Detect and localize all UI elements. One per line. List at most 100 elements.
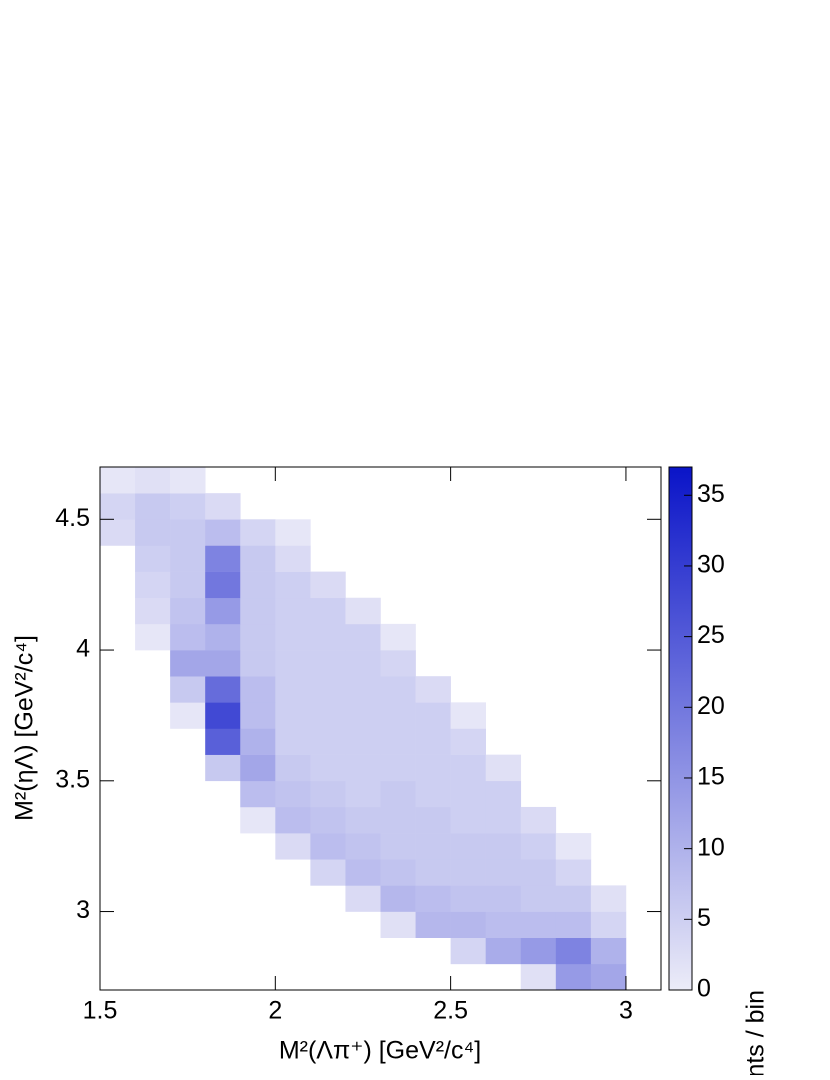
bin (451, 598, 486, 624)
bin (556, 598, 591, 624)
bin (240, 754, 276, 782)
bin (135, 519, 171, 546)
bin (486, 572, 521, 598)
bin (170, 912, 205, 938)
bin (100, 833, 135, 859)
bin (135, 676, 170, 702)
bin (135, 571, 171, 599)
bin (240, 519, 276, 546)
bin (100, 964, 135, 990)
bin (205, 807, 240, 833)
bin (556, 467, 591, 493)
bin (345, 493, 380, 519)
bin (416, 650, 451, 676)
bin (485, 885, 522, 912)
bin (486, 964, 521, 990)
bin (310, 859, 346, 886)
bin (205, 912, 240, 938)
bin (486, 624, 521, 650)
bin (591, 493, 626, 519)
bin (521, 650, 556, 676)
bin (310, 702, 346, 729)
bin (485, 806, 522, 834)
bin (310, 780, 346, 808)
bin (310, 754, 346, 782)
bin (240, 806, 276, 834)
bin (450, 937, 486, 965)
bin (380, 676, 416, 703)
bin (100, 702, 135, 728)
bin (380, 728, 416, 755)
bin (521, 519, 556, 545)
bin (380, 859, 416, 886)
x-tick-label: 2 (268, 997, 282, 1025)
z-tick-label: 5 (697, 904, 711, 932)
bin (485, 833, 522, 860)
bin (556, 781, 591, 807)
bin (135, 597, 171, 625)
bin (450, 754, 486, 782)
bin (416, 467, 451, 493)
bin (310, 964, 345, 990)
bin (310, 623, 346, 651)
bin (100, 912, 135, 938)
bin (310, 519, 345, 545)
bin (275, 493, 310, 519)
bin (626, 650, 661, 676)
bin (415, 702, 451, 729)
bin (240, 728, 276, 755)
color-bar (668, 466, 693, 991)
y-tick-label: 3.5 (55, 765, 90, 793)
bin (275, 519, 311, 546)
z-tick-label: 20 (697, 692, 725, 720)
bin (135, 885, 170, 911)
bin (416, 493, 451, 519)
bin (205, 597, 241, 625)
bin (520, 963, 557, 991)
bin (415, 859, 451, 886)
bin (380, 702, 416, 729)
bin (556, 702, 591, 728)
bin (135, 650, 170, 676)
bin (450, 780, 486, 808)
bin (345, 572, 380, 598)
z-axis-label: Events / bin (742, 990, 770, 1075)
bin (626, 755, 661, 781)
bin (100, 545, 135, 571)
bin (170, 623, 206, 651)
bin (380, 650, 416, 677)
bin (416, 964, 451, 990)
bin (205, 964, 240, 990)
bin (240, 467, 275, 493)
bin (275, 833, 311, 860)
bin (205, 754, 241, 782)
bin (170, 597, 206, 625)
bin (135, 833, 170, 859)
y-axis-label: M²(ηΛ) [GeV²/c⁴] (11, 635, 39, 821)
bin (626, 964, 661, 990)
bin (381, 938, 416, 964)
bin (381, 598, 416, 624)
bin (416, 598, 451, 624)
bin (591, 650, 626, 676)
bin (451, 493, 486, 519)
bin (275, 780, 311, 808)
bin (310, 650, 346, 677)
bin (416, 572, 451, 598)
bin (626, 572, 661, 598)
bin (486, 676, 521, 702)
bin (556, 519, 591, 545)
bin (591, 624, 626, 650)
bin (520, 937, 557, 965)
bin (626, 859, 661, 885)
bin (520, 911, 557, 938)
bin (626, 807, 661, 833)
bin (626, 912, 661, 938)
bin (450, 885, 486, 912)
bin (205, 728, 241, 755)
z-tick-label: 10 (697, 833, 725, 861)
bin (486, 729, 521, 755)
bin (240, 885, 275, 911)
bin (555, 885, 592, 912)
bin (345, 964, 380, 990)
